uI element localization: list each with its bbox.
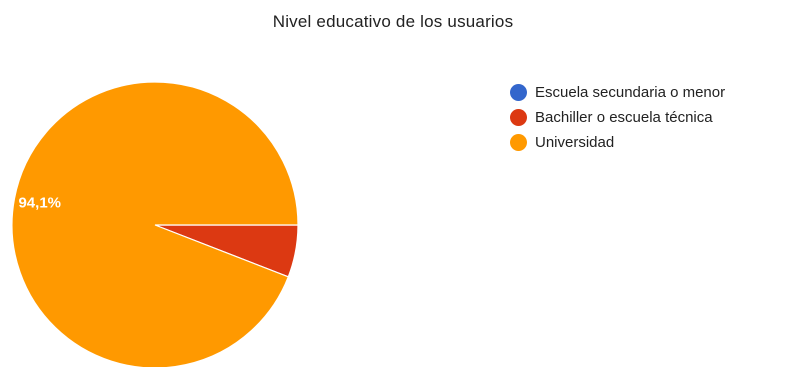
chart-title: Nivel educativo de los usuarios [272,12,514,31]
legend-label-2: Universidad [535,134,615,151]
legend-label-0: Escuela secundaria o menor [535,84,726,101]
pie-slice-2 [11,81,299,367]
pie-data-label-2: 94,1% [18,194,61,211]
legend-item-0: Escuela secundaria o menor [510,80,725,105]
legend-label-1: Bachiller o escuela técnica [535,109,713,126]
legend-swatch-2 [510,134,527,151]
legend-swatch-1 [510,109,527,126]
legend-swatch-0 [510,84,527,101]
chart-legend: Escuela secundaria o menor Bachiller o es… [510,80,725,155]
legend-item-1: Bachiller o escuela técnica [510,105,725,130]
legend-item-2: Universidad [510,130,725,155]
